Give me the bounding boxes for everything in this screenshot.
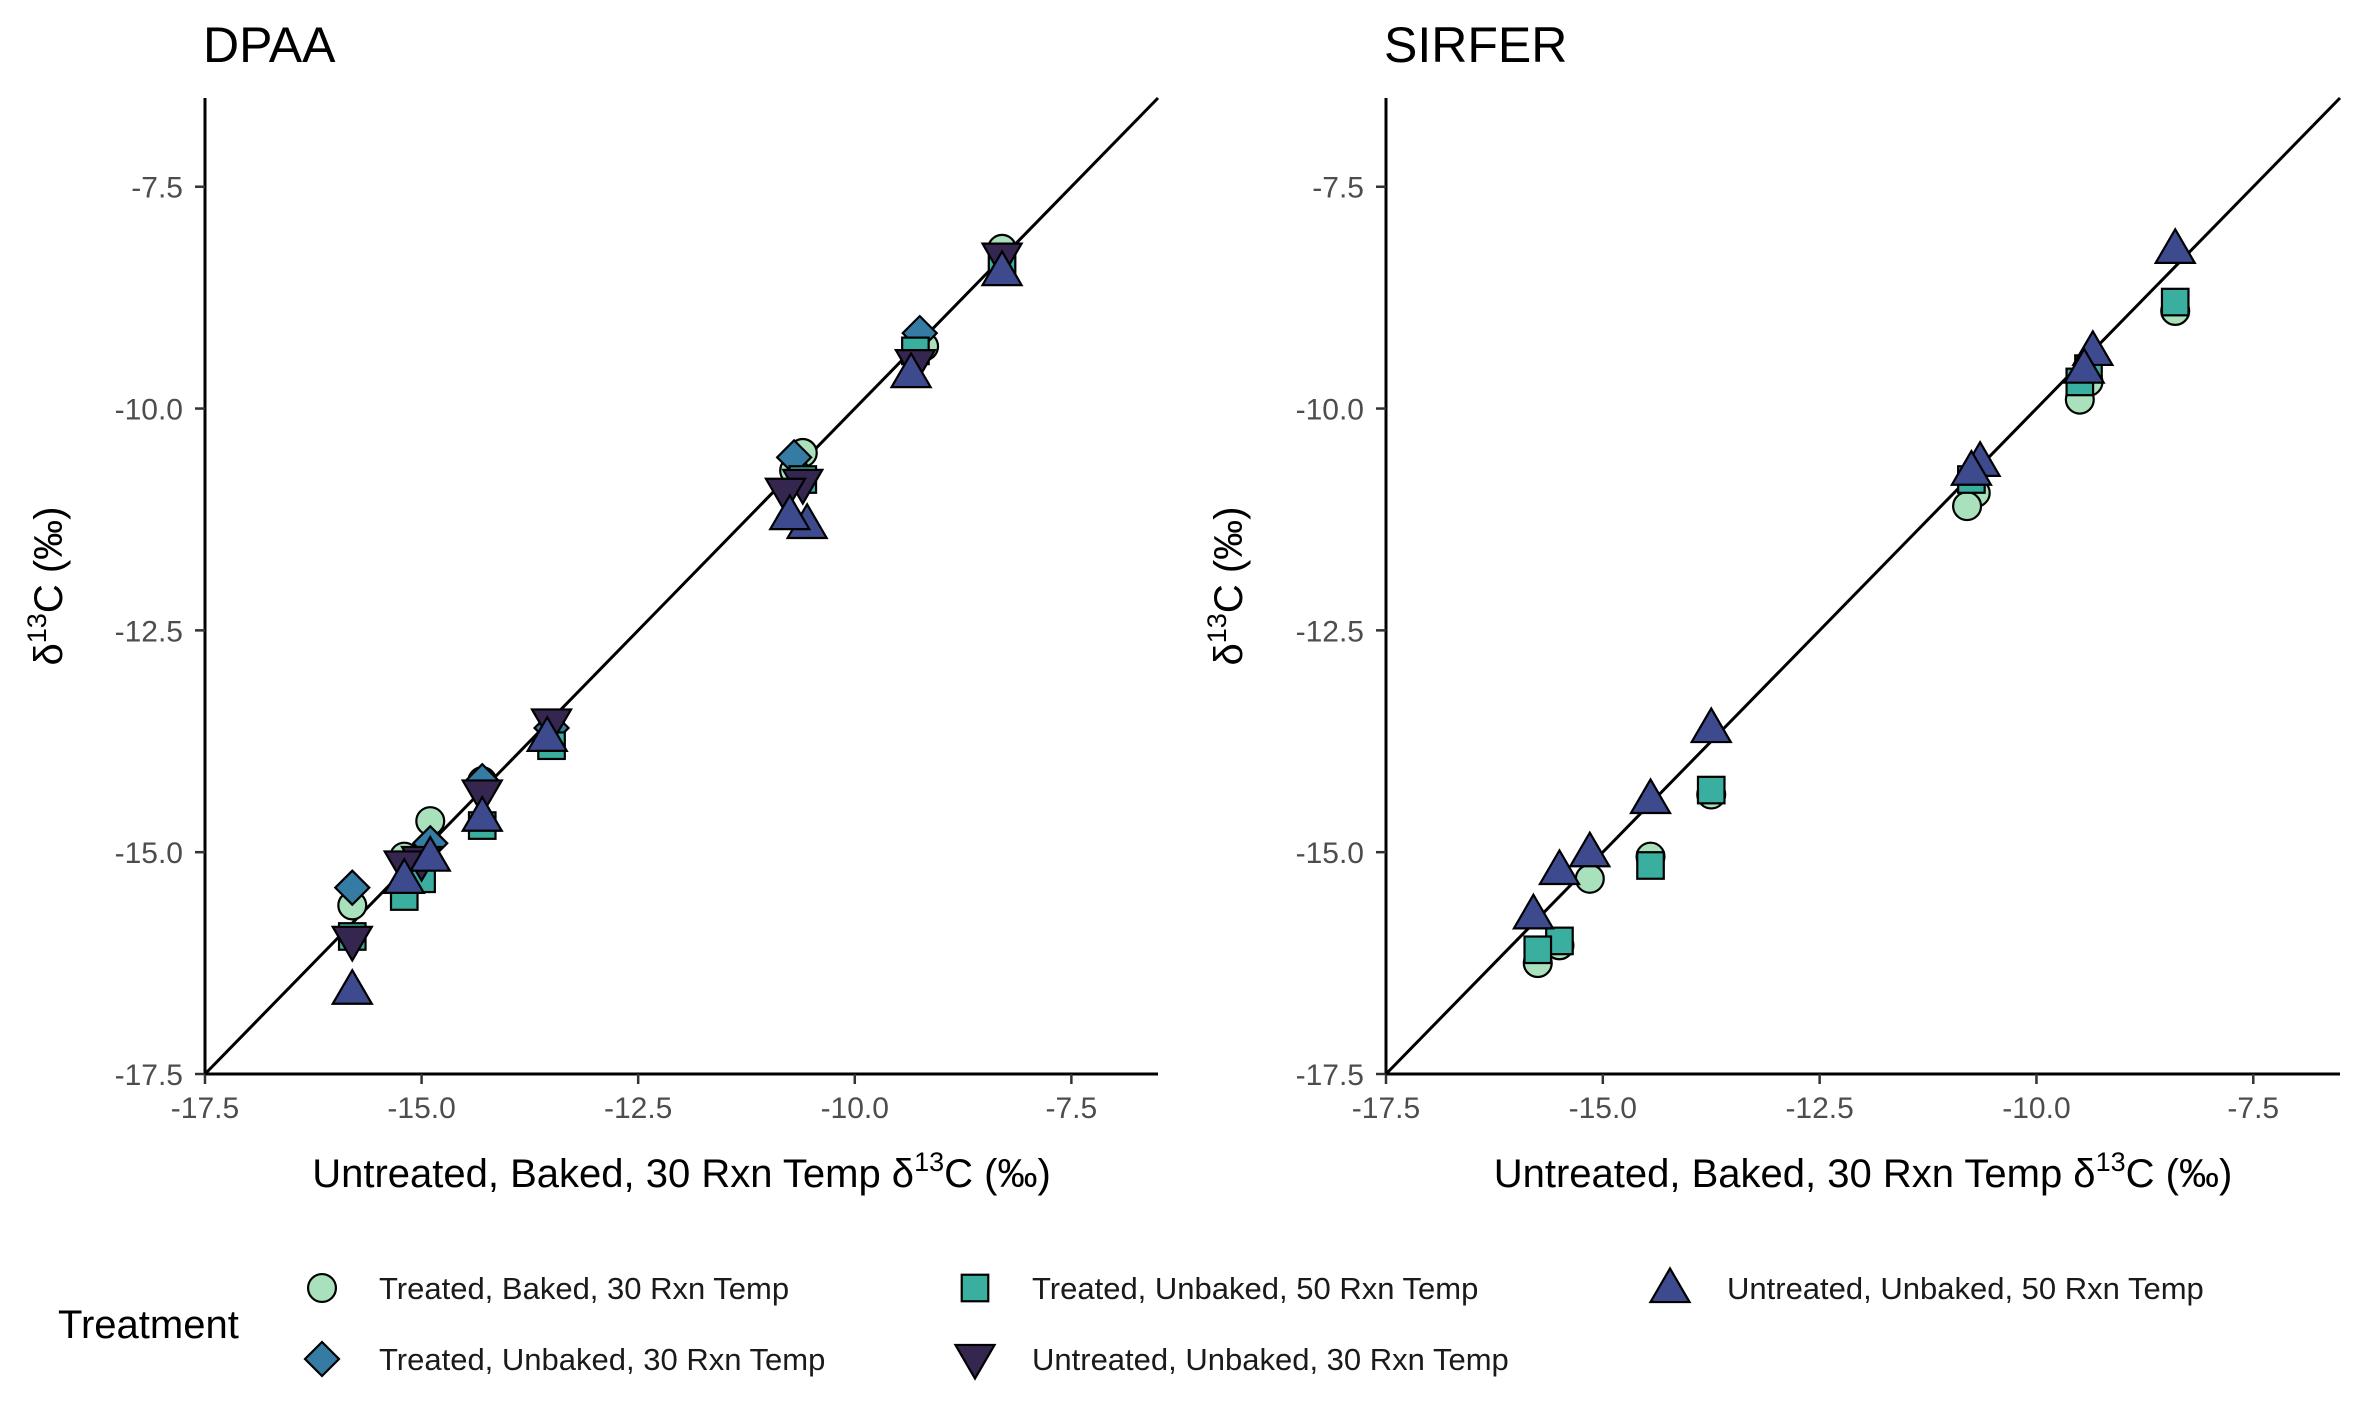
legend-item-treated-unbaked-50-rxn-temp: Treated, Unbaked, 50 Rxn Temp: [960, 1271, 1478, 1306]
square-icon: [960, 1273, 990, 1303]
x-tick-label: -17.5: [1352, 1092, 1420, 1125]
y-tick-label: -10.0: [115, 394, 183, 427]
data-point: [1629, 777, 1672, 815]
data-point: [889, 351, 933, 389]
chart-title: DPAA: [203, 17, 336, 73]
legend-item-untreated-unbaked-30-rxn-temp: Untreated, Unbaked, 30 Rxn Temp: [953, 1342, 1509, 1381]
y-tick-label: -7.5: [1312, 172, 1364, 205]
legend-label: Treated, Unbaked, 30 Rxn Temp: [379, 1342, 825, 1377]
data-point: [330, 967, 374, 1005]
x-tick-label: -7.5: [1046, 1092, 1098, 1125]
data-point: [382, 857, 426, 894]
x-tick-label: -15.0: [387, 1092, 455, 1125]
series-untreated-unbaked-50-rxn-temp: [330, 249, 1024, 1005]
legend-label: Untreated, Unbaked, 30 Rxn Temp: [1032, 1342, 1509, 1377]
data-point: [1523, 935, 1553, 965]
panel-dpaa: DPAA -17.5 -15.0 -12.5 -10.0 -7.5 -17.5 -15.0 -1…: [22, 17, 1160, 1196]
x-tick-label: -7.5: [2227, 1092, 2279, 1125]
data-point: [525, 715, 569, 753]
x-tick-label: -12.5: [604, 1092, 672, 1125]
legend-item-untreated-unbaked-50-rxn-temp: Untreated, Unbaked, 50 Rxn Temp: [1648, 1266, 2204, 1306]
triangle-down-icon: [953, 1343, 997, 1381]
circle-icon: [306, 1272, 338, 1304]
data-point: [1511, 892, 1555, 930]
y-tick-label: -15.0: [115, 837, 183, 870]
x-axis-title: Untreated, Baked, 30 Rxn Temp δ13C (‰): [312, 1147, 1051, 1196]
legend-label: Untreated, Unbaked, 50 Rxn Temp: [1727, 1271, 2204, 1306]
data-point: [1696, 775, 1726, 805]
x-axis-title: Untreated, Baked, 30 Rxn Temp δ13C (‰): [1494, 1147, 2233, 1196]
data-point: [1574, 863, 1605, 894]
y-axis-title: δ13C (‰): [1202, 507, 1251, 666]
data-point: [2160, 287, 2190, 317]
legend-item-treated-unbaked-30-rxn-temp: Treated, Unbaked, 30 Rxn Temp: [303, 1340, 825, 1378]
y-tick-label: -17.5: [1296, 1059, 1364, 1092]
data-point: [1636, 851, 1665, 880]
chart-title: SIRFER: [1384, 17, 1567, 73]
data-point: [2062, 346, 2106, 384]
data-point: [768, 493, 812, 531]
legend-item-treated-baked-30-rxn-temp: Treated, Baked, 30 Rxn Temp: [306, 1271, 789, 1306]
y-axis-title: δ13C (‰): [22, 507, 71, 666]
y-tick-label: -10.0: [1296, 394, 1364, 427]
data-point: [2153, 227, 2197, 265]
y-tick-label: -12.5: [1296, 615, 1364, 648]
data-point: [1952, 491, 1983, 522]
data-point: [1689, 706, 1733, 744]
x-tick-label: -10.0: [2002, 1092, 2070, 1125]
series-untreated-unbaked-50-rxn-temp: [1511, 227, 2197, 930]
legend-label: Treated, Unbaked, 50 Rxn Temp: [1032, 1271, 1478, 1306]
x-tick-label: -17.5: [171, 1092, 239, 1125]
legend: Treatment Treated, Baked, 30 Rxn Temp Trea…: [58, 1266, 2204, 1381]
y-tick-label: -7.5: [131, 172, 183, 205]
data-point: [1568, 830, 1612, 868]
y-tick-label: -12.5: [115, 615, 183, 648]
legend-title: Treatment: [58, 1303, 239, 1347]
y-tick-label: -15.0: [1296, 837, 1364, 870]
data-point: [1537, 848, 1581, 886]
data-point: [980, 249, 1024, 287]
data-point: [1949, 448, 1993, 486]
y-tick-label: -17.5: [115, 1059, 183, 1092]
x-tick-label: -10.0: [821, 1092, 889, 1125]
data-point: [333, 869, 371, 907]
x-tick-label: -12.5: [1785, 1092, 1853, 1125]
data-point: [460, 794, 504, 832]
diamond-icon: [303, 1340, 341, 1378]
panel-sirfer: SIRFER -17.5 -15.0 -12.5 -10.0 -7.5 -17.5 -15.0…: [1202, 17, 2342, 1196]
triangle-up-icon: [1648, 1266, 1692, 1304]
data-point: [764, 477, 807, 515]
data-point: [330, 925, 374, 963]
legend-label: Treated, Baked, 30 Rxn Temp: [379, 1271, 789, 1306]
x-tick-label: -15.0: [1569, 1092, 1637, 1125]
data-point: [408, 834, 452, 872]
